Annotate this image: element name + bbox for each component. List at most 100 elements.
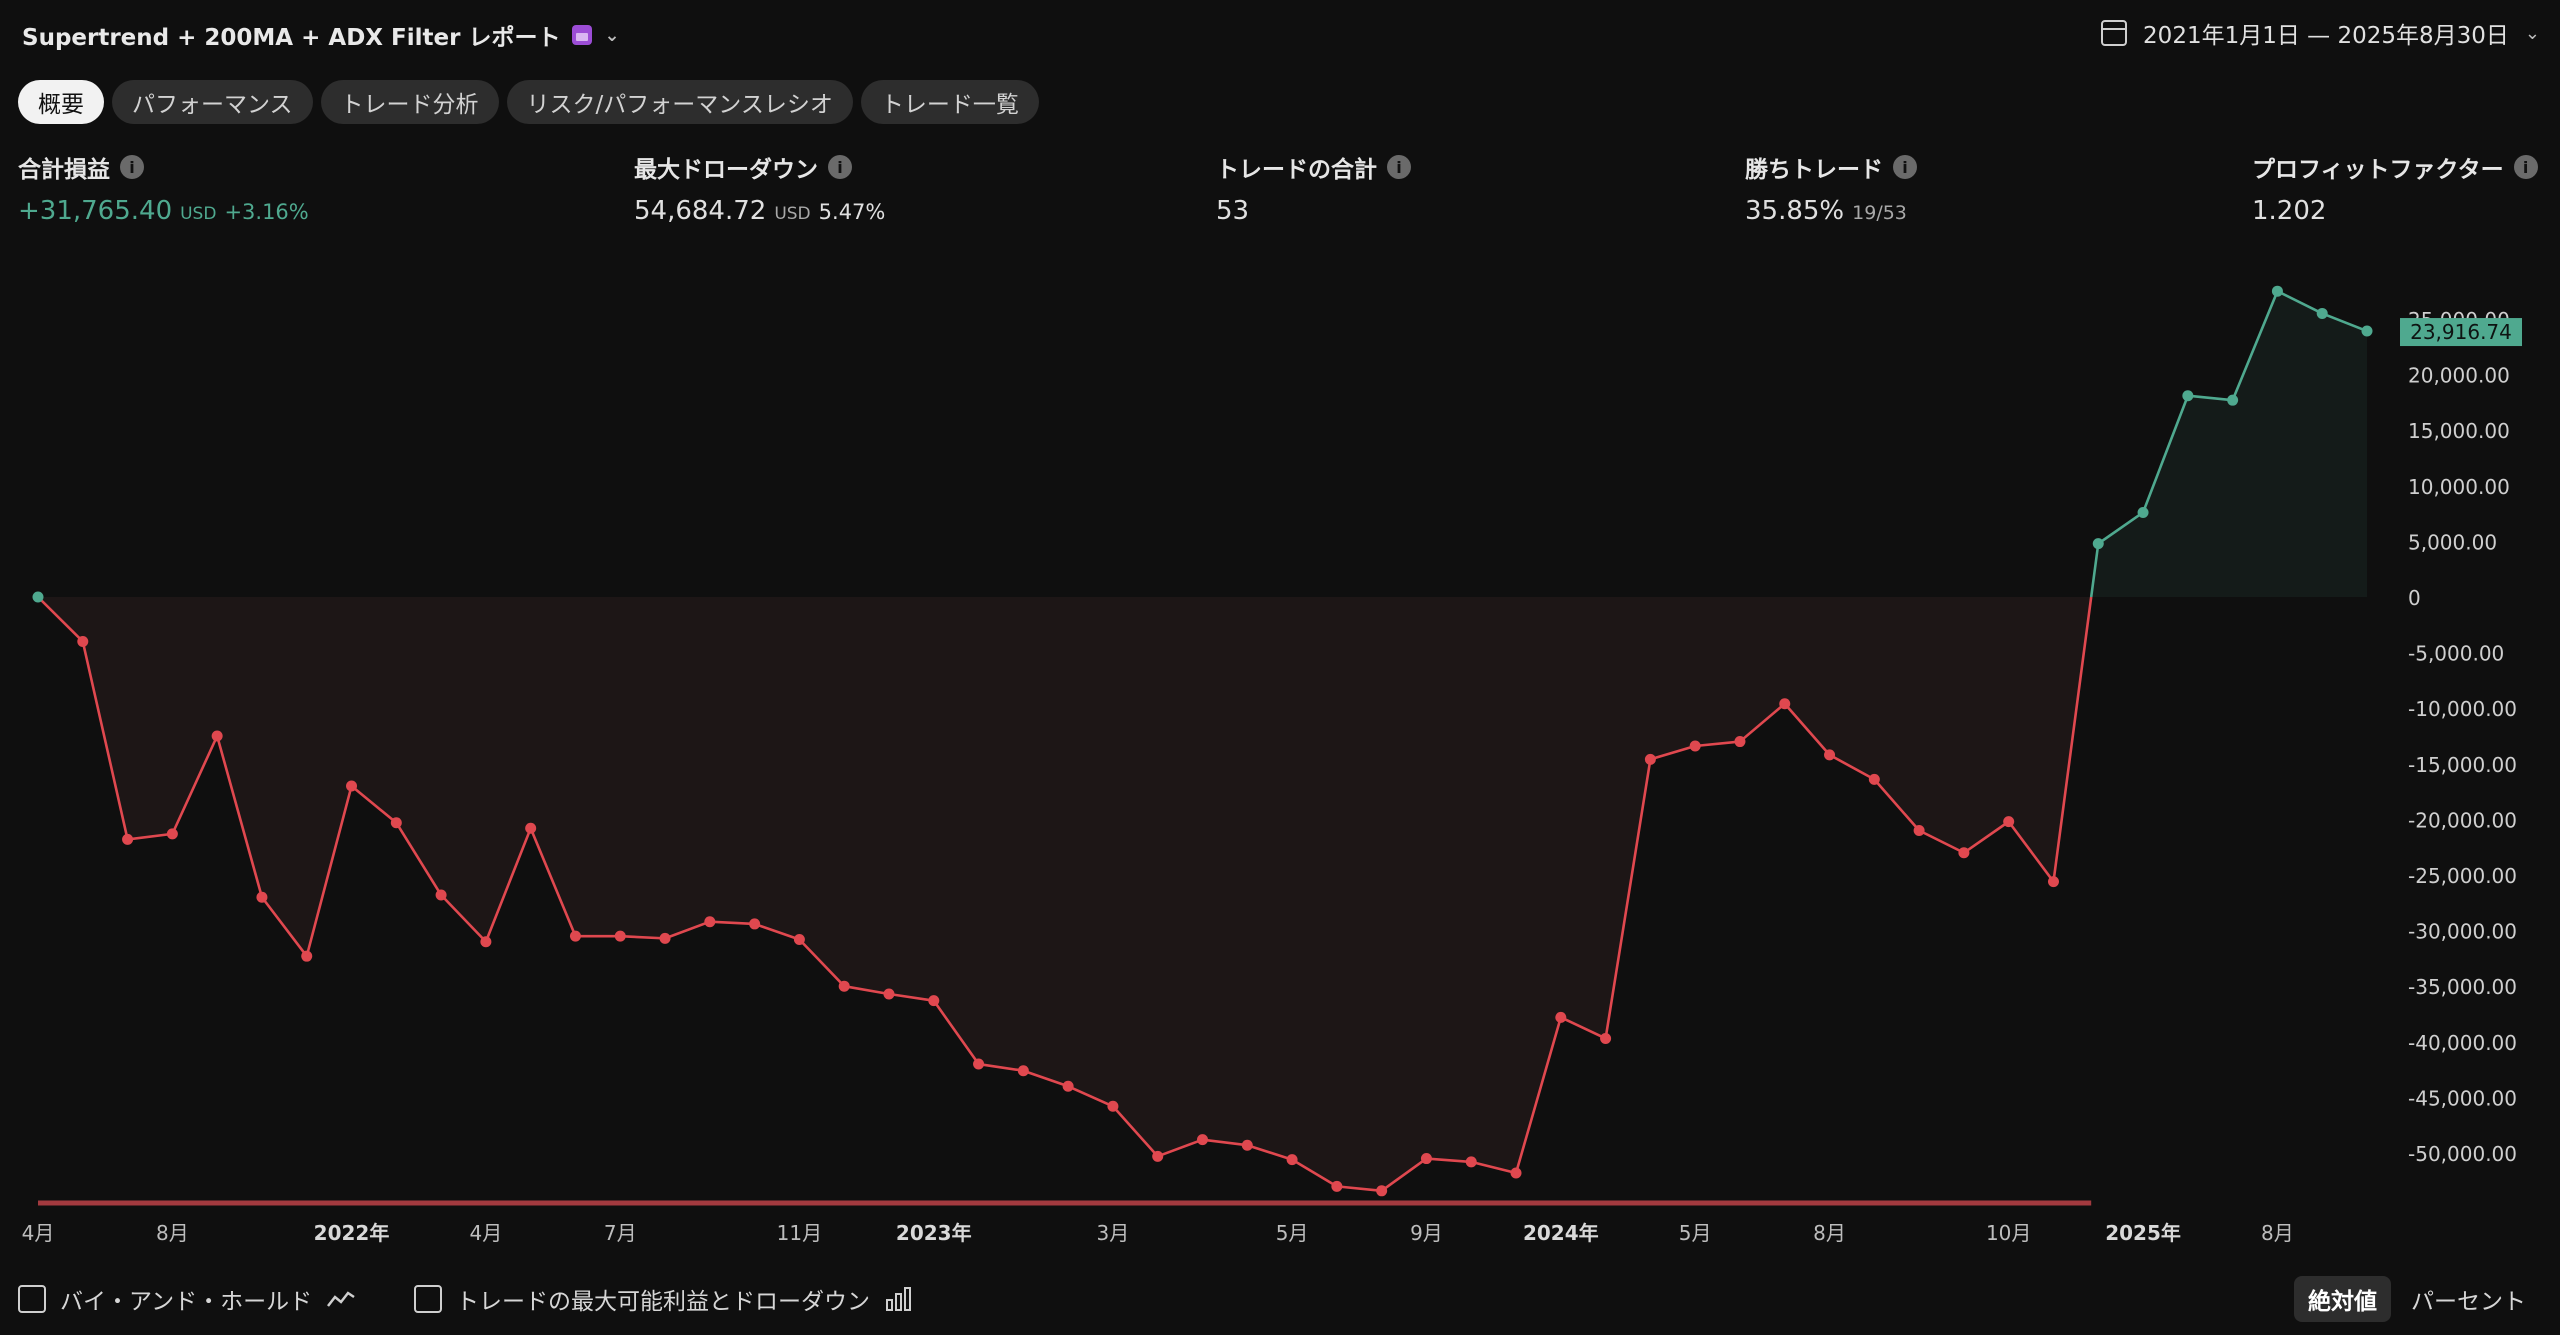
y-tick-label: -20,000.00 <box>2408 808 2517 832</box>
profit-factor-value: 1.202 <box>2252 196 2327 226</box>
y-tick-label: 20,000.00 <box>2408 364 2510 388</box>
x-tick-label: 2023年 <box>896 1221 972 1245</box>
x-tick-label: 2025年 <box>2105 1221 2181 1245</box>
x-tick-label: 9月 <box>1410 1221 1443 1245</box>
metric-label: トレードの合計 <box>1216 157 1377 183</box>
total-pnl-value: +31,765.40 <box>18 196 173 226</box>
max-profit-drawdown-checkbox[interactable]: トレードの最大可能利益とドローダウン <box>414 1282 914 1316</box>
data-point <box>1197 1134 1208 1146</box>
data-point <box>2361 325 2373 337</box>
date-range-picker[interactable]: 2021年1月1日 — 2025年8月30日 ⌄ <box>2101 16 2540 50</box>
data-point <box>704 916 716 928</box>
x-tick-label: 11月 <box>777 1221 822 1245</box>
data-point <box>973 1058 985 1070</box>
win-rate-value: 35.85% <box>1745 196 1845 226</box>
data-point <box>1107 1100 1119 1112</box>
line-chart-icon <box>327 1291 355 1307</box>
tab-performance[interactable]: パフォーマンス <box>112 80 313 124</box>
absolute-button[interactable]: 絶対値 <box>2294 1276 2391 1322</box>
data-point <box>32 591 44 603</box>
data-point <box>301 950 313 962</box>
positive-area <box>2091 291 2367 597</box>
x-tick-label: 7月 <box>604 1221 637 1245</box>
metric-label: プロフィットファクター <box>2252 157 2504 183</box>
percent-button[interactable]: パーセント <box>2411 1289 2526 1315</box>
buy-hold-checkbox[interactable]: バイ・アンド・ホールド <box>18 1282 356 1316</box>
data-point <box>2092 538 2104 550</box>
x-tick-label: 10月 <box>1986 1221 2031 1245</box>
info-icon[interactable]: i <box>1387 155 1411 179</box>
y-tick-label: -35,000.00 <box>2408 975 2517 999</box>
metric-total-pnl: 合計損益 i +31,765.40 USD +3.16% <box>18 150 309 226</box>
y-tick-label: -15,000.00 <box>2408 753 2517 777</box>
tab-risk-ratios[interactable]: リスク/パフォーマンスレシオ <box>506 80 853 124</box>
tab-trade-list[interactable]: トレード一覧 <box>860 80 1039 124</box>
data-point <box>2227 394 2239 406</box>
data-point <box>122 833 134 845</box>
tab-overview[interactable]: 概要 <box>18 80 104 124</box>
max-drawdown-percent: 5.47% <box>818 200 886 224</box>
data-point <box>614 930 626 942</box>
metric-win-trades: 勝ちトレード i 35.85% 19/53 <box>1745 150 1917 226</box>
checkbox-box <box>414 1285 442 1313</box>
equity-chart[interactable]: -50,000.00 -45,000.00 -40,000.00 -35,000.00… <box>0 240 2560 1270</box>
metric-label: 勝ちトレード <box>1745 157 1883 183</box>
data-point <box>166 828 178 840</box>
data-point <box>883 988 895 1000</box>
data-point <box>480 936 492 948</box>
last-value-label: 23,916.74 <box>2410 320 2512 344</box>
data-point <box>1555 1011 1567 1023</box>
x-tick-label: 5月 <box>1276 1221 1309 1245</box>
last-value-badge <box>2400 318 2522 347</box>
currency-unit: USD <box>180 204 217 224</box>
max-profit-label: トレードの最大可能利益とドローダウン <box>456 1289 870 1315</box>
y-tick-label: -5,000.00 <box>2408 642 2504 666</box>
info-icon[interactable]: i <box>828 155 852 179</box>
info-icon[interactable]: i <box>120 155 144 179</box>
data-point <box>838 980 850 992</box>
data-point <box>928 995 940 1007</box>
data-point <box>1644 753 1656 765</box>
data-point <box>1734 736 1746 748</box>
metric-label: 合計損益 <box>18 157 110 183</box>
report-tabs: 概要 パフォーマンス トレード分析 リスク/パフォーマンスレシオ トレード一覧 <box>18 80 1039 124</box>
data-point <box>1286 1154 1298 1166</box>
y-tick-label: 10,000.00 <box>2408 475 2510 499</box>
data-point <box>1152 1150 1164 1162</box>
data-point <box>1062 1080 1074 1092</box>
data-point <box>2182 390 2194 402</box>
tab-trade-analysis[interactable]: トレード分析 <box>320 80 499 124</box>
info-icon[interactable]: i <box>1893 155 1917 179</box>
summary-metrics: 合計損益 i +31,765.40 USD +3.16% 最大ドローダウン i 54… <box>0 150 2560 230</box>
data-point <box>256 891 268 903</box>
data-point <box>390 817 402 829</box>
data-point <box>1510 1167 1522 1179</box>
metric-max-drawdown: 最大ドローダウン i 54,684.72 USD 5.47% <box>634 150 885 226</box>
data-point <box>749 918 761 930</box>
calendar-badge-icon <box>572 25 593 45</box>
data-point <box>569 930 581 942</box>
y-tick-label: -30,000.00 <box>2408 920 2517 944</box>
info-icon[interactable]: i <box>2513 155 2538 179</box>
x-tick-label: 5月 <box>1679 1221 1712 1245</box>
data-point <box>1958 847 1970 859</box>
data-point <box>1868 773 1880 785</box>
y-tick-label: 5,000.00 <box>2408 530 2497 554</box>
bar-chart-icon <box>886 1287 911 1311</box>
calendar-icon <box>2101 20 2128 46</box>
negative-area <box>38 597 2092 1191</box>
y-tick-label: -40,000.00 <box>2408 1031 2517 1055</box>
data-point <box>1241 1139 1253 1151</box>
data-point <box>1689 740 1701 752</box>
data-point <box>2047 876 2059 888</box>
data-point <box>1420 1153 1432 1165</box>
data-point <box>1824 749 1836 761</box>
data-point <box>2316 307 2328 319</box>
metric-label: 最大ドローダウン <box>634 157 818 183</box>
metric-profit-factor: プロフィットファクター i 1.202 <box>2252 150 2538 226</box>
y-tick-label: 0 <box>2408 586 2421 610</box>
data-point <box>1779 698 1791 710</box>
data-point <box>1600 1032 1612 1044</box>
report-title-dropdown[interactable]: Supertrend + 200MA + ADX Filter レポート ⌄ <box>22 18 620 52</box>
value-mode-toggle: 絶対値 パーセント <box>2294 1276 2540 1322</box>
